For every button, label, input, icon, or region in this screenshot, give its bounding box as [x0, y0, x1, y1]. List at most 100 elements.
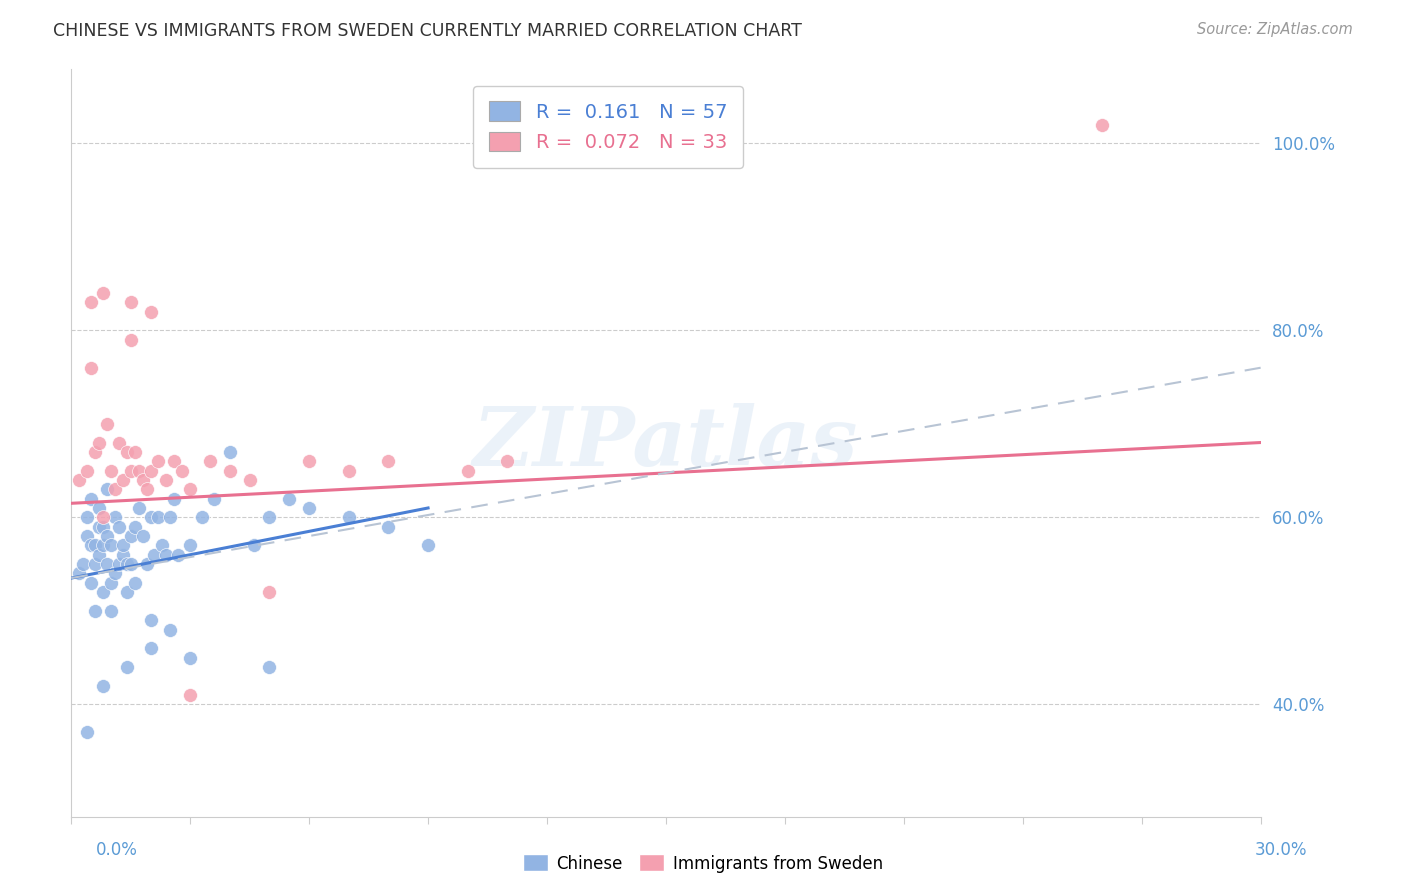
Point — [91, 510, 114, 524]
Point — [259, 660, 281, 674]
Point — [259, 585, 281, 599]
Point — [139, 613, 162, 627]
Point — [96, 483, 118, 497]
Point — [128, 464, 150, 478]
Point — [278, 491, 301, 506]
Legend: R =  0.161   N = 57, R =  0.072   N = 33: R = 0.161 N = 57, R = 0.072 N = 33 — [474, 86, 742, 168]
Point — [91, 585, 114, 599]
Point — [135, 557, 157, 571]
Point — [198, 454, 221, 468]
Point — [96, 417, 118, 431]
Point — [87, 548, 110, 562]
Point — [104, 566, 127, 581]
Point — [124, 575, 146, 590]
Legend: Chinese, Immigrants from Sweden: Chinese, Immigrants from Sweden — [516, 847, 890, 880]
Point — [155, 548, 177, 562]
Point — [111, 473, 134, 487]
Point — [131, 529, 153, 543]
Point — [124, 445, 146, 459]
Point — [191, 510, 214, 524]
Point — [87, 519, 110, 533]
Point — [120, 529, 142, 543]
Point — [239, 473, 262, 487]
Point — [259, 510, 281, 524]
Point — [179, 483, 201, 497]
Point — [148, 454, 170, 468]
Point — [91, 519, 114, 533]
Point — [298, 500, 321, 515]
Point — [179, 688, 201, 702]
Point — [87, 500, 110, 515]
Point — [120, 464, 142, 478]
Text: Source: ZipAtlas.com: Source: ZipAtlas.com — [1197, 22, 1353, 37]
Point — [76, 510, 98, 524]
Point — [163, 454, 186, 468]
Point — [84, 538, 107, 552]
Point — [111, 548, 134, 562]
Point — [120, 557, 142, 571]
Point — [120, 295, 142, 310]
Point — [96, 557, 118, 571]
Point — [100, 538, 122, 552]
Point — [124, 519, 146, 533]
Point — [80, 538, 103, 552]
Text: 30.0%: 30.0% — [1256, 840, 1308, 858]
Point — [115, 660, 138, 674]
Point — [67, 473, 90, 487]
Point — [76, 464, 98, 478]
Point — [120, 333, 142, 347]
Point — [80, 295, 103, 310]
Point — [104, 483, 127, 497]
Point — [139, 304, 162, 318]
Point — [139, 641, 162, 656]
Point — [84, 604, 107, 618]
Point — [179, 650, 201, 665]
Point — [202, 491, 225, 506]
Point — [159, 623, 181, 637]
Point — [148, 510, 170, 524]
Point — [67, 566, 90, 581]
Point — [152, 538, 174, 552]
Point — [108, 435, 131, 450]
Point — [87, 435, 110, 450]
Point — [96, 529, 118, 543]
Point — [100, 464, 122, 478]
Point — [80, 575, 103, 590]
Point — [72, 557, 94, 571]
Point — [91, 538, 114, 552]
Point — [172, 464, 194, 478]
Point — [135, 483, 157, 497]
Point — [76, 725, 98, 739]
Point — [377, 454, 399, 468]
Point — [128, 500, 150, 515]
Point — [155, 473, 177, 487]
Point — [179, 538, 201, 552]
Point — [218, 445, 240, 459]
Point — [104, 510, 127, 524]
Point — [100, 575, 122, 590]
Point — [242, 538, 264, 552]
Point — [91, 679, 114, 693]
Point — [377, 519, 399, 533]
Point — [416, 538, 439, 552]
Point — [139, 510, 162, 524]
Point — [115, 557, 138, 571]
Point — [91, 285, 114, 300]
Point — [163, 491, 186, 506]
Point — [131, 473, 153, 487]
Text: 0.0%: 0.0% — [96, 840, 138, 858]
Point — [111, 538, 134, 552]
Point — [108, 519, 131, 533]
Point — [337, 464, 360, 478]
Point — [143, 548, 166, 562]
Point — [496, 454, 519, 468]
Point — [76, 529, 98, 543]
Point — [139, 464, 162, 478]
Point — [84, 557, 107, 571]
Point — [218, 464, 240, 478]
Point — [115, 585, 138, 599]
Point — [298, 454, 321, 468]
Point — [457, 464, 479, 478]
Point — [337, 510, 360, 524]
Text: ZIPatlas: ZIPatlas — [474, 402, 859, 483]
